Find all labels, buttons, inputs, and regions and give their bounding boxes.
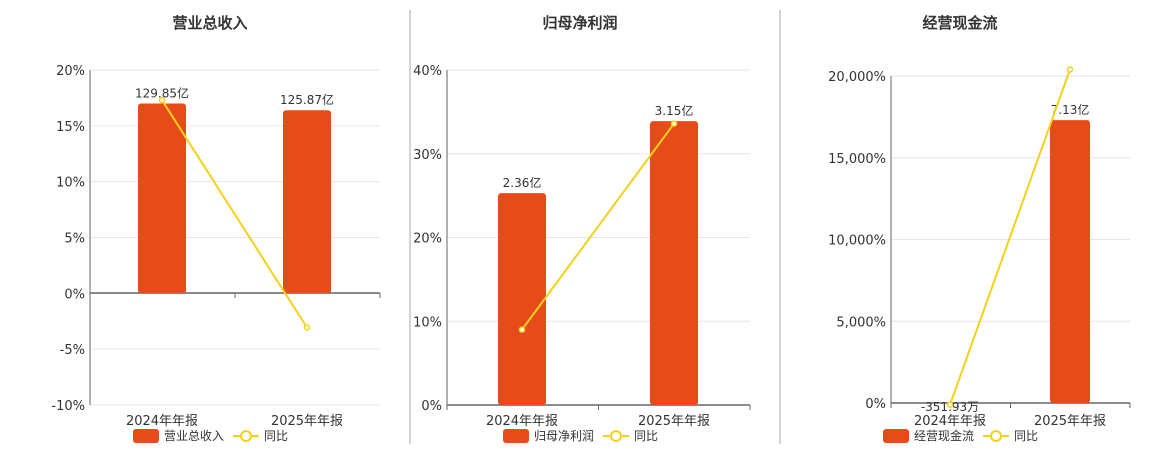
y-tick-label: -5% bbox=[60, 343, 85, 358]
yoy-line bbox=[161, 99, 308, 329]
y-tick-label: 10,000% bbox=[828, 234, 886, 249]
legend-line-label: 同比 bbox=[264, 429, 288, 443]
y-tick-label: 20% bbox=[413, 232, 442, 247]
x-category-label: 2025年年报 bbox=[271, 414, 343, 429]
y-tick-label: 30% bbox=[413, 148, 442, 163]
x-category-label: 2024年年报 bbox=[486, 414, 558, 429]
bar-data-label: 7.13亿 bbox=[1051, 102, 1090, 117]
legend-line-marker bbox=[990, 430, 1002, 442]
yoy-point[interactable] bbox=[303, 324, 311, 331]
cashflow-chart-panel: 经营现金流20,000%15,000%10,000%5,000%0%-351.9… bbox=[828, 14, 1131, 443]
chart-title: 归母净利润 bbox=[542, 14, 617, 32]
legend-line-marker bbox=[240, 430, 252, 442]
bar-data-label: 2.36亿 bbox=[503, 175, 542, 190]
y-tick-label: 15% bbox=[56, 120, 85, 135]
bar[interactable] bbox=[1050, 120, 1090, 404]
legend-bar-swatch bbox=[133, 429, 159, 443]
yoy-point[interactable] bbox=[1066, 66, 1074, 73]
yoy-line bbox=[949, 69, 1071, 405]
y-tick-label: 20,000% bbox=[828, 70, 886, 85]
bar-data-label: 125.87亿 bbox=[280, 92, 334, 107]
legend-bar-label: 营业总收入 bbox=[164, 429, 224, 443]
bar-data-label: 129.85亿 bbox=[135, 86, 189, 101]
revenue-chart-panel: 营业总收入 20% 15% 10% 5% 0% -5% -10% 129.85亿 125.87亿 2… bbox=[51, 14, 381, 443]
legend-line-label: 同比 bbox=[1014, 429, 1038, 443]
bar[interactable] bbox=[138, 103, 186, 294]
bar[interactable] bbox=[498, 193, 546, 405]
yoy-line bbox=[521, 123, 675, 331]
yoy-point[interactable] bbox=[158, 96, 166, 104]
bar[interactable] bbox=[650, 121, 698, 406]
x-category-label: 2025年年报 bbox=[638, 414, 710, 429]
legend-line-marker bbox=[610, 430, 622, 442]
chart-title: 营业总收入 bbox=[172, 14, 247, 32]
legend-bar-label: 经营现金流 bbox=[914, 428, 974, 443]
net-profit-chart-panel: 归母净利润 40% 30% 20% 10% 0% 2.36亿 3.15亿 2024年年报 2025… bbox=[413, 14, 751, 443]
bar[interactable] bbox=[283, 110, 331, 294]
bar-data-label: 3.15亿 bbox=[655, 103, 694, 118]
y-tick-label: 15,000% bbox=[828, 152, 886, 167]
y-tick-label: -10% bbox=[51, 399, 85, 414]
x-category-label: 2024年年报 bbox=[126, 414, 198, 429]
legend-bar-swatch bbox=[503, 429, 529, 443]
y-tick-label: 0% bbox=[865, 397, 886, 412]
y-tick-label: 5,000% bbox=[836, 315, 886, 330]
y-tick-label: 10% bbox=[56, 176, 85, 191]
legend-bar-label: 归母净利润 bbox=[534, 429, 594, 443]
yoy-point[interactable] bbox=[518, 326, 526, 333]
y-tick-label: 10% bbox=[413, 315, 442, 330]
y-tick-label: 5% bbox=[64, 232, 85, 247]
x-category-label: 2024年年报 bbox=[914, 414, 986, 429]
y-tick-label: 0% bbox=[421, 399, 442, 414]
yoy-point[interactable] bbox=[946, 401, 954, 408]
legend-bar-swatch bbox=[883, 429, 909, 443]
y-tick-label: 40% bbox=[413, 64, 442, 79]
yoy-point[interactable] bbox=[670, 120, 678, 127]
y-tick-label: 0% bbox=[64, 287, 85, 302]
y-tick-label: 20% bbox=[56, 64, 85, 79]
chart-title: 经营现金流 bbox=[922, 14, 997, 32]
x-category-label: 2025年年报 bbox=[1034, 414, 1106, 429]
legend-line-label: 同比 bbox=[634, 429, 658, 443]
